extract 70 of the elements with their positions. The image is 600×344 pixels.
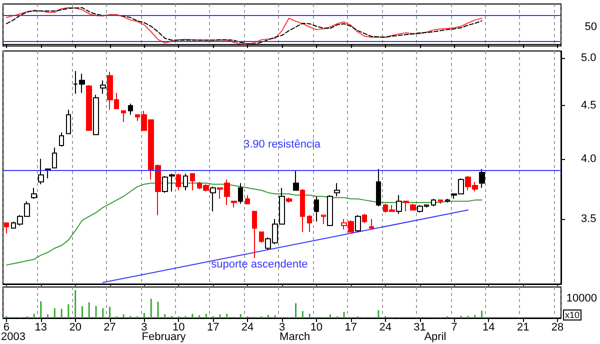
y-tick-label: 5.0 — [581, 52, 596, 64]
candlestick — [369, 218, 374, 229]
candlestick — [396, 194, 402, 214]
x-tick-label: 3 — [141, 322, 148, 334]
candlestick — [238, 182, 243, 204]
text: April — [424, 331, 446, 343]
x-tick-label: 6 — [3, 322, 10, 334]
candlestick — [128, 103, 133, 116]
x-tick-label: 17 — [344, 322, 358, 334]
candlestick — [169, 173, 175, 192]
y-tick-label: 3.5 — [581, 212, 596, 225]
candlestick — [86, 84, 92, 131]
candlestick — [259, 232, 264, 244]
candlestick — [121, 110, 126, 122]
candlestick — [52, 147, 57, 168]
candlestick — [162, 176, 168, 194]
x-tick-label: 14 — [482, 322, 495, 334]
candlestick — [183, 173, 188, 191]
candlestick — [210, 186, 216, 212]
candlestick — [445, 198, 450, 204]
candlestick — [293, 170, 299, 191]
candlestick — [59, 132, 64, 148]
x-tick-label: 3 — [278, 322, 286, 334]
text: 2003 — [1, 331, 26, 343]
text: February — [142, 331, 186, 343]
candlestick — [410, 203, 416, 211]
x-tick-label: 24 — [241, 322, 254, 334]
x-tick-label: 27 — [104, 322, 116, 334]
candlestick — [403, 200, 409, 212]
ref-line-label: 3.90 resistência — [243, 138, 322, 151]
candlestick — [314, 196, 319, 222]
text: March — [280, 331, 310, 343]
candlestick — [100, 80, 106, 94]
candlestick — [362, 213, 367, 224]
candlestick — [176, 173, 181, 191]
x-tick-label: 31 — [414, 322, 426, 334]
candlestick — [438, 200, 443, 204]
candlestick — [4, 222, 9, 234]
candlestick — [431, 198, 436, 207]
x-tick-label: 28 — [551, 322, 564, 334]
candlestick — [66, 109, 71, 134]
candlestick — [355, 214, 361, 233]
candlestick — [231, 200, 237, 208]
series-label: suporte ascendente — [211, 258, 308, 270]
y-tick-label: 4.0 — [581, 152, 596, 165]
x-tick-label: 21 — [516, 322, 530, 334]
candlestick — [307, 214, 312, 233]
x-tick-label: 20 — [69, 322, 82, 334]
x-tick-label: 7 — [451, 322, 458, 334]
candlestick — [45, 168, 51, 179]
text: x10 — [565, 310, 580, 320]
text: 10000 — [566, 292, 597, 304]
x-tick-label: 13 — [34, 322, 48, 334]
y-tick-label: 4.5 — [581, 100, 596, 112]
candlestick — [300, 188, 305, 233]
candlestick — [376, 168, 381, 207]
candlestick — [190, 173, 195, 191]
x-tick-label: 10 — [172, 322, 185, 334]
candlestick — [334, 182, 340, 197]
x-tick-label: 10 — [310, 322, 323, 334]
candlestick — [38, 158, 44, 185]
candlestick — [245, 194, 250, 204]
candlestick — [286, 197, 292, 204]
x-tick-label: 24 — [379, 322, 392, 334]
candlestick — [252, 210, 257, 258]
x-tick-label: 17 — [206, 322, 220, 334]
candlestick — [31, 187, 37, 200]
text: 50 — [584, 21, 597, 33]
candlestick — [93, 94, 99, 136]
candlestick — [479, 168, 485, 188]
